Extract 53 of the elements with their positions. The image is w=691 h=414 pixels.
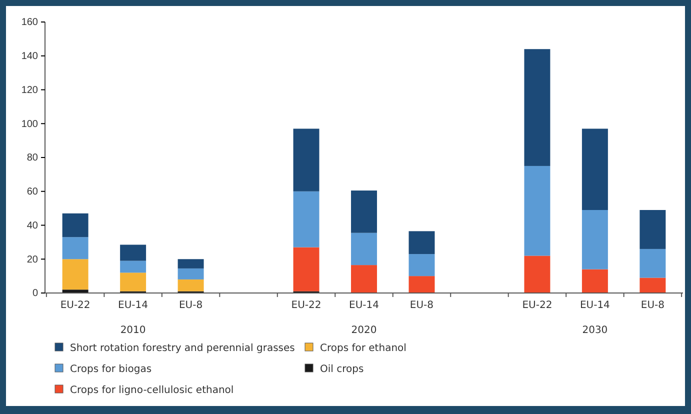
y-tick-label: 160 [21, 17, 38, 28]
bar [120, 272, 146, 292]
bar [524, 166, 550, 256]
legend-label: Short rotation forestry and perennial grasses [70, 343, 295, 354]
bar [293, 128, 320, 192]
bar [120, 244, 146, 261]
bar [524, 49, 550, 166]
bar [408, 276, 435, 293]
y-tick-label: 100 [21, 118, 38, 130]
y-tick-label: 60 [26, 186, 38, 198]
bar [178, 259, 204, 268]
x-tick-label: EU-14 [118, 300, 148, 311]
legend-label: Crops for ligno-cellulosic ethanol [70, 385, 234, 396]
x-tick-label: EU-22 [291, 300, 322, 311]
bar [408, 231, 435, 254]
bar [62, 213, 88, 238]
y-tick-label: 40 [26, 220, 38, 232]
x-tick-label: EU-8 [410, 300, 434, 311]
bar [178, 279, 204, 292]
bar [351, 265, 377, 293]
bar [293, 247, 320, 292]
x-tick-label: EU-14 [580, 300, 610, 311]
text: 2010 [120, 325, 146, 336]
bar [582, 210, 608, 270]
bar [408, 254, 435, 276]
bar [120, 260, 146, 273]
bar [640, 278, 666, 293]
bar [178, 268, 204, 280]
y-tick-label: 120 [21, 84, 38, 96]
x-tick-label: EU-22 [60, 300, 90, 311]
bar [293, 191, 320, 248]
bar [640, 248, 666, 278]
bar [582, 269, 608, 293]
bar [62, 259, 88, 290]
bar [351, 190, 377, 233]
y-tick-label: 80 [26, 152, 38, 164]
text: 2020 [351, 325, 377, 336]
x-tick-label: EU-8 [640, 300, 664, 311]
bar [62, 237, 88, 260]
text: 2030 [582, 325, 608, 336]
bar [351, 232, 377, 266]
x-tick-label: EU-14 [349, 300, 379, 311]
y-tick-label: 0 [32, 288, 38, 300]
legend-label: Crops for ethanol [320, 343, 406, 354]
legend-label: Oil crops [320, 364, 364, 375]
x-tick-label: EU-8 [178, 300, 203, 311]
bar [640, 210, 666, 249]
legend-label: Crops for biogas [70, 364, 152, 375]
bar [582, 128, 608, 210]
bar [524, 256, 550, 293]
y-tick-label: 140 [21, 51, 38, 62]
y-tick-label: 20 [26, 254, 38, 266]
x-tick-label: EU-22 [522, 300, 552, 311]
